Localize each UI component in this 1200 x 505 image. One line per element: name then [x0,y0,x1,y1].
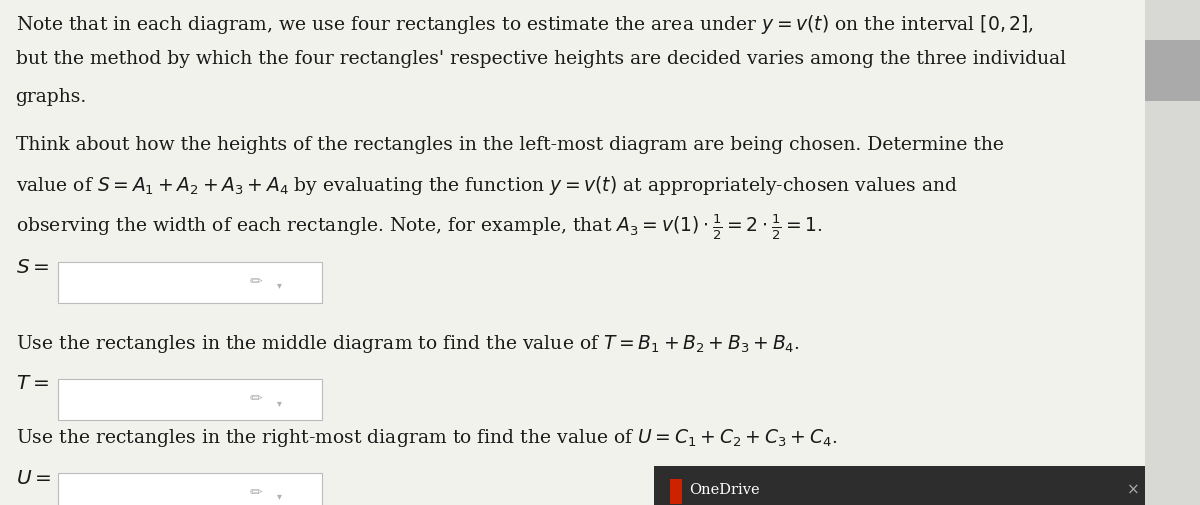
Bar [58,262,322,303]
Text: $T =$: $T =$ [16,374,48,393]
Text: ▾: ▾ [277,280,282,290]
Text: observing the width of each rectangle. Note, for example, that $A_3 = v(1) \cdot: observing the width of each rectangle. N… [16,212,822,241]
Text: Use the rectangles in the right-most diagram to find the value of $U = C_1 + C_2: Use the rectangles in the right-most dia… [16,427,838,449]
Bar [654,466,1145,505]
Text: but the method by which the four rectangles' respective heights are decided vari: but the method by which the four rectang… [16,50,1066,69]
Text: ×: × [1127,482,1139,497]
Text: $S =$: $S =$ [16,258,49,277]
Bar [670,479,682,504]
Text: Think about how the heights of the rectangles in the left-most diagram are being: Think about how the heights of the recta… [16,136,1003,155]
Bar [1145,0,1200,505]
Bar [58,473,322,505]
Text: $U =$: $U =$ [16,469,52,488]
Text: value of $S = A_1 + A_2 + A_3 + A_4$ by evaluating the function $y = v(t)$ at ap: value of $S = A_1 + A_2 + A_3 + A_4$ by … [16,174,958,197]
Text: OneDrive: OneDrive [689,483,760,497]
Bar [58,379,322,420]
Text: Use the rectangles in the middle diagram to find the value of $T = B_1 + B_2 + B: Use the rectangles in the middle diagram… [16,333,799,356]
Text: ✏: ✏ [250,274,262,289]
Text: ✏: ✏ [250,391,262,406]
Bar [1145,40,1200,101]
Text: graphs.: graphs. [16,88,86,107]
Text: ▾: ▾ [277,397,282,408]
Text: ✏: ✏ [250,485,262,500]
Text: Note that in each diagram, we use four rectangles to estimate the area under $y : Note that in each diagram, we use four r… [16,13,1033,36]
Text: ▾: ▾ [277,491,282,501]
